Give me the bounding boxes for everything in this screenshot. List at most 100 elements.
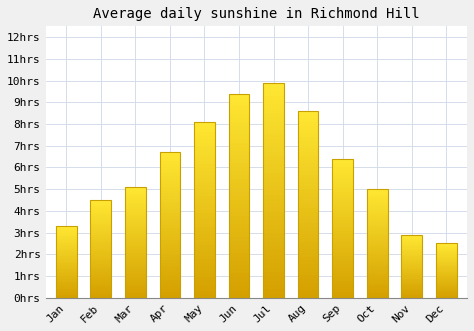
Bar: [367, 261, 388, 263]
Bar: [228, 118, 249, 122]
Bar: [436, 291, 456, 292]
Bar: [436, 295, 456, 296]
Bar: [56, 263, 77, 265]
Bar: [436, 266, 456, 267]
Bar: [228, 196, 249, 200]
Bar: [367, 250, 388, 252]
Bar: [298, 260, 319, 264]
Bar: [160, 295, 180, 298]
Bar: [367, 215, 388, 217]
Bar: [298, 171, 319, 174]
Bar: [194, 203, 215, 206]
Bar: [263, 190, 284, 195]
Bar: [332, 167, 353, 170]
Bar: [332, 220, 353, 223]
Bar: [298, 133, 319, 137]
Bar: [194, 185, 215, 189]
Bar: [125, 267, 146, 269]
Bar: [332, 239, 353, 242]
Bar: [367, 289, 388, 291]
Bar: [401, 281, 422, 283]
Bar: [263, 246, 284, 251]
Bar: [194, 157, 215, 161]
Bar: [298, 160, 319, 163]
Bar: [401, 279, 422, 280]
Bar: [298, 231, 319, 234]
Bar: [56, 229, 77, 230]
Bar: [332, 284, 353, 287]
Bar: [436, 247, 456, 248]
Bar: [125, 238, 146, 240]
Bar: [436, 265, 456, 266]
Bar: [401, 261, 422, 262]
Bar: [228, 200, 249, 204]
Bar: [125, 271, 146, 273]
Bar: [56, 266, 77, 268]
Bar: [160, 173, 180, 175]
Bar: [298, 186, 319, 189]
Bar: [401, 284, 422, 285]
Bar: [194, 136, 215, 139]
Bar: [298, 156, 319, 160]
Bar: [125, 276, 146, 278]
Bar: [298, 238, 319, 242]
Bar: [228, 212, 249, 216]
Bar: [228, 228, 249, 232]
Bar: [91, 219, 111, 221]
Bar: [436, 294, 456, 295]
Bar: [194, 231, 215, 234]
Bar: [401, 285, 422, 286]
Bar: [56, 268, 77, 269]
Bar: [263, 165, 284, 169]
Bar: [401, 253, 422, 254]
Bar: [263, 152, 284, 156]
Bar: [91, 253, 111, 255]
Bar: [160, 277, 180, 280]
Bar: [194, 147, 215, 150]
Bar: [125, 220, 146, 222]
Bar: [228, 237, 249, 241]
Bar: [56, 295, 77, 296]
Bar: [332, 278, 353, 281]
Bar: [263, 285, 284, 289]
Bar: [332, 248, 353, 251]
Bar: [56, 282, 77, 283]
Bar: [263, 91, 284, 96]
Bar: [401, 254, 422, 255]
Bar: [56, 256, 77, 258]
Bar: [91, 284, 111, 286]
Bar: [56, 272, 77, 273]
Bar: [401, 274, 422, 275]
Bar: [401, 258, 422, 259]
Bar: [125, 203, 146, 205]
Bar: [298, 148, 319, 152]
Bar: [298, 249, 319, 253]
Bar: [228, 122, 249, 126]
Bar: [367, 280, 388, 283]
Bar: [160, 193, 180, 196]
Bar: [91, 208, 111, 210]
Bar: [332, 295, 353, 298]
Bar: [160, 181, 180, 184]
Bar: [160, 175, 180, 178]
Bar: [56, 238, 77, 239]
Bar: [263, 139, 284, 143]
Bar: [91, 249, 111, 251]
Bar: [91, 278, 111, 280]
Bar: [401, 280, 422, 281]
Bar: [436, 277, 456, 278]
Bar: [298, 246, 319, 249]
Bar: [194, 129, 215, 132]
Bar: [332, 159, 353, 162]
Bar: [332, 276, 353, 278]
Bar: [91, 227, 111, 229]
Bar: [298, 223, 319, 227]
Bar: [160, 213, 180, 216]
Bar: [263, 289, 284, 294]
Bar: [194, 167, 215, 171]
Bar: [160, 211, 180, 213]
Bar: [160, 257, 180, 260]
Bar: [436, 289, 456, 290]
Bar: [91, 204, 111, 206]
Bar: [401, 262, 422, 264]
